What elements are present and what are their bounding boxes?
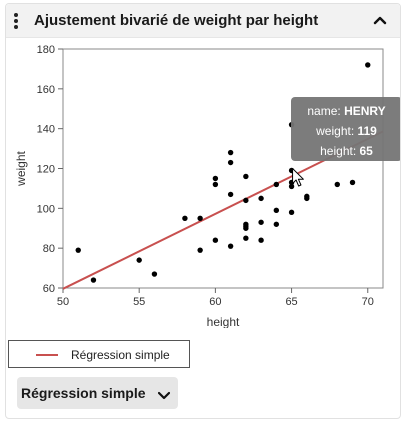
legend-swatch-fit-line	[36, 354, 58, 356]
y-tick-label: 180	[37, 44, 55, 56]
data-point	[349, 179, 356, 186]
data-point	[197, 215, 203, 221]
data-point	[227, 149, 234, 156]
data-point	[288, 183, 295, 190]
data-point	[90, 277, 97, 283]
tooltip-value: 119	[358, 124, 378, 138]
data-point	[75, 247, 81, 253]
data-point	[273, 221, 280, 227]
y-tick-label: 100	[37, 203, 55, 215]
fit-options-label: Régression simple	[21, 385, 146, 401]
plot-frame	[62, 48, 384, 289]
data-point	[212, 175, 219, 182]
tooltip-key: name:	[307, 104, 344, 118]
data-point	[243, 173, 249, 180]
data-point	[182, 215, 188, 221]
cursor-pointer-icon	[292, 167, 304, 187]
tooltip-row: name: HENRY	[307, 104, 385, 118]
x-tick-label: 55	[133, 296, 145, 308]
y-tick-label: 140	[37, 124, 55, 136]
data-point	[227, 191, 234, 198]
x-tick-label: 65	[285, 296, 297, 308]
y-axis-label: weight	[14, 150, 28, 186]
data-point	[197, 247, 203, 253]
data-point	[273, 181, 280, 188]
tooltip-value: HENRY	[344, 104, 386, 118]
data-point	[304, 193, 310, 200]
tooltip-group: name: HENRY weight: 119 height: 65	[291, 97, 400, 187]
y-tick-label: 160	[37, 84, 55, 96]
data-point	[258, 237, 264, 243]
panel-title: Ajustement bivarié de weight par height	[34, 12, 319, 29]
tooltip-row: weight: 119	[315, 124, 377, 138]
tooltip-key: height:	[320, 144, 359, 158]
fit-options-button[interactable]: Régression simple	[17, 377, 178, 409]
bivariate-fit-panel: Ajustement bivarié de weight par height …	[5, 3, 401, 419]
data-point	[243, 235, 249, 241]
data-point	[288, 209, 295, 216]
tooltip-row: height: 65	[320, 144, 373, 158]
data-point	[227, 243, 234, 249]
data-point	[365, 62, 371, 68]
chevron-down-icon	[157, 388, 171, 400]
data-point	[258, 219, 264, 225]
data-point	[227, 159, 234, 166]
data-point	[212, 181, 219, 188]
tooltip-box	[291, 97, 400, 161]
x-tick-label: 50	[57, 296, 69, 308]
data-point	[334, 181, 340, 188]
tooltip-key: weight:	[315, 124, 357, 138]
x-axis-label: height	[207, 315, 240, 328]
y-tick-label: 60	[43, 283, 55, 295]
panel-header: Ajustement bivarié de weight par height	[6, 4, 400, 38]
scatter-chart: 50 55 60 65 70 60 80 100 120 140 160 180 height weigh…	[14, 44, 400, 328]
x-tick-label: 70	[362, 296, 374, 308]
y-tick-label: 80	[43, 243, 55, 255]
y-tick-label: 120	[37, 164, 55, 176]
legend-label: Régression simple	[71, 348, 170, 362]
data-point	[212, 237, 219, 243]
data-point	[258, 195, 264, 202]
chevron-up-icon[interactable]	[372, 12, 388, 28]
more-vertical-icon[interactable]	[13, 13, 19, 29]
data-point	[151, 271, 158, 277]
chart-legend: Régression simple	[8, 340, 190, 368]
x-tick-label: 60	[209, 296, 221, 308]
tooltip-value: 65	[360, 144, 374, 158]
data-point	[243, 221, 249, 227]
chart-axes: 50 55 60 65 70 60 80 100 120 140 160 180 height weigh…	[14, 44, 384, 328]
data-point	[136, 257, 142, 263]
data-point	[273, 207, 280, 214]
data-point	[243, 197, 249, 204]
